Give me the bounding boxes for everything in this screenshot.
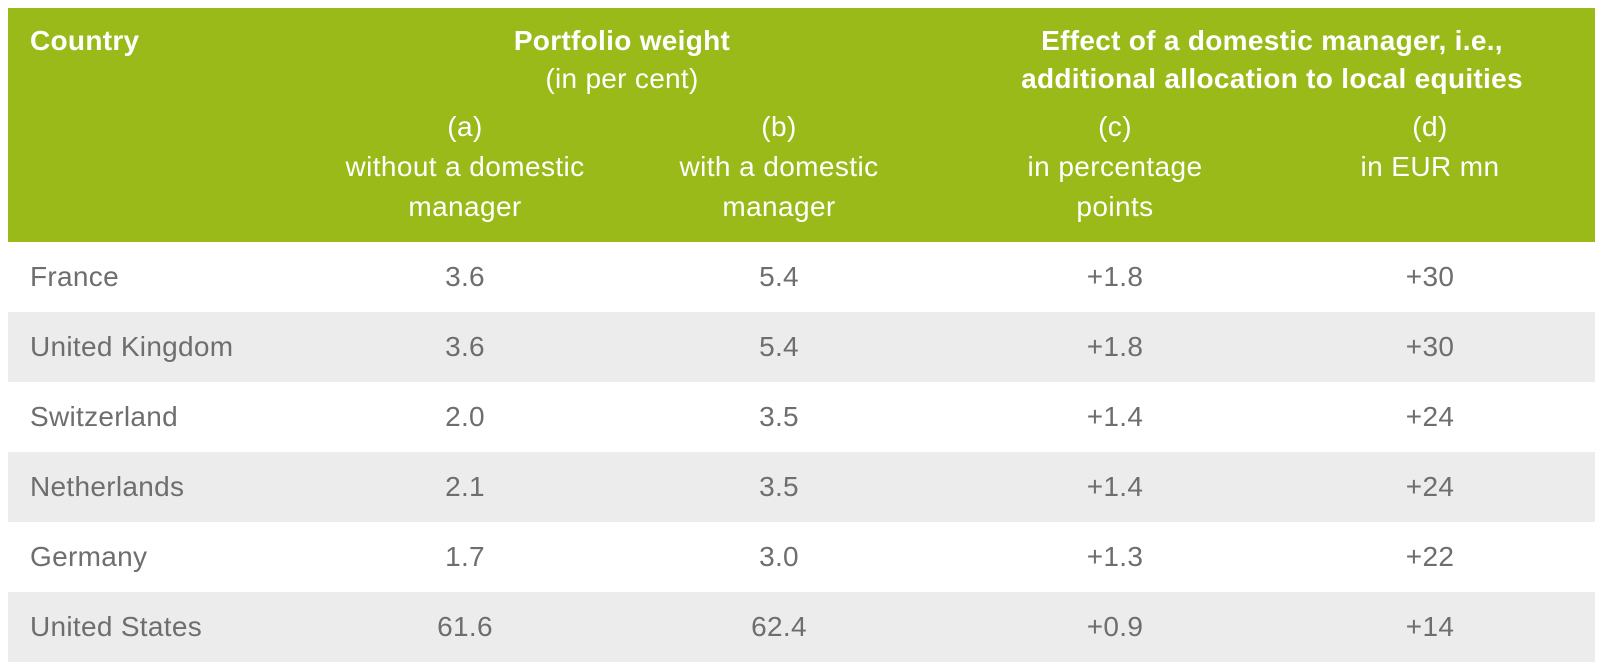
cell-effect-eur: +30: [1405, 261, 1455, 292]
column-header-c: (c) in percentage points: [1028, 107, 1203, 227]
column-header-a: (a) without a domestic manager: [345, 107, 584, 227]
group2-title-line2: additional allocation to local equities: [1021, 63, 1523, 94]
cell-weight-with: 62.4: [751, 611, 807, 642]
cell-weight-with: 5.4: [759, 261, 799, 292]
cell-weight-with: 3.0: [759, 541, 799, 572]
column-b-label: with a domestic: [679, 151, 879, 182]
table-row: United States 61.6 62.4 +0.9 +14: [8, 592, 1595, 662]
column-b-tag: (b): [761, 111, 797, 142]
column-group-portfolio-weight: Portfolio weight (in per cent): [514, 22, 730, 98]
cell-country: Germany: [30, 541, 148, 572]
table-row: Germany 1.7 3.0 +1.3 +22: [8, 522, 1595, 592]
cell-country: Switzerland: [30, 401, 179, 432]
group2-title-line1: Effect of a domestic manager, i.e.,: [1041, 25, 1503, 56]
cell-weight-without: 3.6: [445, 261, 485, 292]
group1-title: Portfolio weight: [513, 25, 731, 56]
cell-effect-eur: +14: [1405, 611, 1455, 642]
column-header-d: (d) in EUR mn: [1361, 107, 1500, 187]
table-row: Netherlands 2.1 3.5 +1.4 +24: [8, 452, 1595, 522]
cell-effect-pp: +1.3: [1086, 541, 1144, 572]
cell-country: France: [30, 261, 119, 292]
cell-weight-with: 5.4: [759, 331, 799, 362]
cell-weight-without: 2.1: [445, 471, 485, 502]
cell-effect-pp: +0.9: [1086, 611, 1144, 642]
cell-country: United States: [30, 611, 202, 642]
cell-effect-pp: +1.8: [1086, 331, 1144, 362]
column-c-tag: (c): [1098, 111, 1132, 142]
cell-weight-without: 61.6: [437, 611, 493, 642]
cell-effect-pp: +1.8: [1086, 261, 1144, 292]
column-c-label2: points: [1076, 191, 1154, 222]
cell-country: Netherlands: [30, 471, 185, 502]
column-d-label: in EUR mn: [1360, 151, 1500, 182]
column-a-label: without a domestic: [345, 151, 585, 182]
table-row: France 3.6 5.4 +1.8 +30: [8, 242, 1595, 312]
cell-effect-pp: +1.4: [1086, 471, 1144, 502]
cell-weight-without: 3.6: [445, 331, 485, 362]
column-header-b: (b) with a domestic manager: [680, 107, 879, 227]
cell-effect-pp: +1.4: [1086, 401, 1144, 432]
column-c-label: in percentage: [1027, 151, 1203, 182]
table-header: Country Portfolio weight (in per cent) E…: [8, 8, 1595, 242]
table-row: United Kingdom 3.6 5.4 +1.8 +30: [8, 312, 1595, 382]
cell-effect-eur: +30: [1405, 331, 1455, 362]
column-b-label2: manager: [722, 191, 836, 222]
column-a-label2: manager: [408, 191, 522, 222]
table-row: Switzerland 2.0 3.5 +1.4 +24: [8, 382, 1595, 452]
cell-effect-eur: +24: [1405, 401, 1455, 432]
group1-subtitle: (in per cent): [545, 63, 699, 94]
cell-weight-without: 1.7: [445, 541, 485, 572]
column-a-tag: (a): [447, 111, 483, 142]
column-header-country: Country: [30, 25, 140, 56]
column-group-domestic-manager-effect: Effect of a domestic manager, i.e., addi…: [1021, 22, 1523, 98]
column-d-tag: (d): [1412, 111, 1448, 142]
cell-weight-without: 2.0: [445, 401, 485, 432]
cell-weight-with: 3.5: [759, 471, 799, 502]
cell-weight-with: 3.5: [759, 401, 799, 432]
cell-country: United Kingdom: [30, 331, 234, 362]
cell-effect-eur: +24: [1405, 471, 1455, 502]
cell-effect-eur: +22: [1405, 541, 1455, 572]
